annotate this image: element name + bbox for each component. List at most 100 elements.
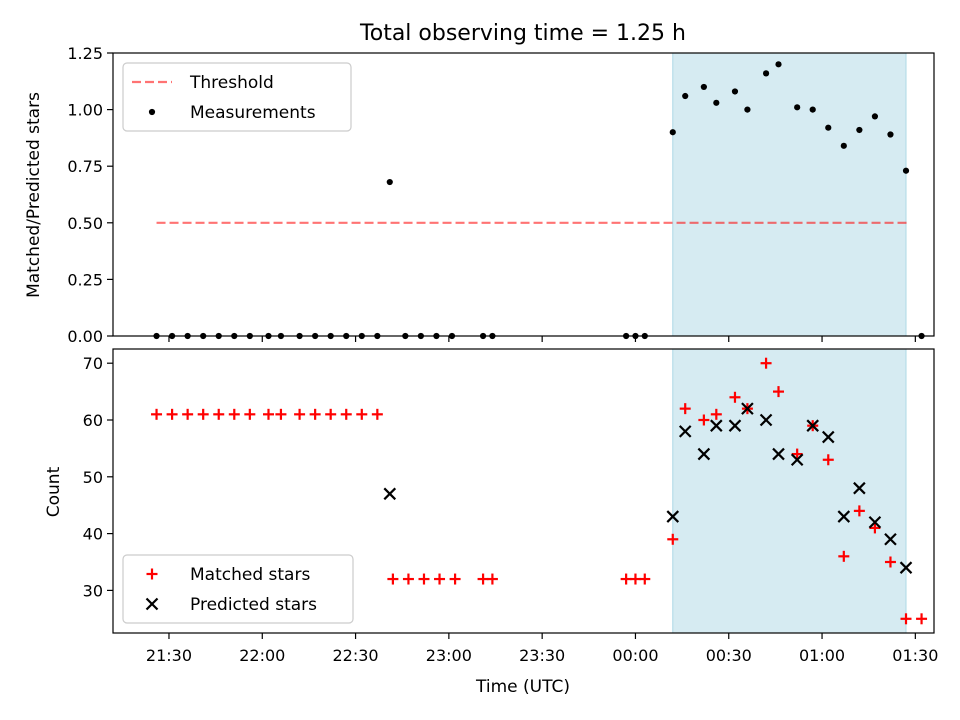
- count-y-axis-label: Count: [44, 466, 64, 517]
- matched-stars-point: [869, 522, 881, 534]
- matched-stars-point: [309, 408, 321, 420]
- count-y-tick-label: 40: [83, 525, 103, 544]
- count-axes-frame: [112, 348, 935, 634]
- matched-stars-point: [822, 454, 834, 466]
- matched-stars-point: [710, 408, 722, 420]
- predicted-stars-point: [678, 425, 692, 438]
- matched-stars-point: [434, 573, 446, 585]
- measurements-point: [762, 70, 770, 77]
- ratio-y-tick-label: 0.50: [67, 214, 103, 233]
- measurements-point: [856, 126, 863, 134]
- count-markers: [151, 357, 960, 625]
- chart-title: Total observing time = 1.25 h: [359, 21, 686, 46]
- ratio-legend: Threshold Measurements: [122, 62, 352, 132]
- matched-stars-point: [340, 408, 352, 420]
- matched-stars-point: [620, 573, 632, 585]
- count-y-tick-label: 60: [83, 411, 103, 430]
- x-tick-label: 00:00: [612, 646, 658, 665]
- matched-stars-point: [698, 414, 710, 426]
- measurements-point: [682, 92, 689, 100]
- x-tick-label: 01:30: [892, 646, 938, 665]
- x-tick-label: 22:00: [239, 646, 285, 665]
- measurements-point: [902, 167, 910, 174]
- matched-stars-point: [935, 613, 946, 624]
- matched-stars-point: [729, 391, 741, 403]
- predicted-stars-point: [837, 510, 851, 523]
- threshold-legend-label: Threshold: [189, 73, 274, 93]
- measurements-point: [731, 88, 739, 95]
- matched-stars-point: [371, 408, 383, 420]
- matched-stars-point: [884, 556, 896, 568]
- matched-stars-point: [275, 408, 287, 420]
- predicted-stars-point: [899, 561, 913, 574]
- matched-stars-point: [294, 408, 306, 420]
- measurements-point: [669, 129, 676, 136]
- x-tick-label: 21:30: [146, 646, 192, 665]
- matched-stars-point: [356, 408, 368, 420]
- x-tick-label: 01:00: [799, 646, 845, 665]
- matched-stars-point: [213, 408, 225, 420]
- matched-stars-point: [953, 613, 960, 624]
- measurements-point: [825, 124, 832, 131]
- measurements-point: [700, 83, 707, 91]
- measurements-point: [887, 131, 894, 138]
- matched-stars-point: [151, 408, 163, 420]
- matched-stars-point: [900, 613, 912, 625]
- ratio-y-tick-label: 0.00: [67, 327, 103, 346]
- ratio-y-tick-label: 0.25: [67, 270, 103, 289]
- predicted-stars-point: [710, 419, 723, 432]
- matched-stars-point: [477, 573, 489, 585]
- measurements-point: [956, 333, 960, 339]
- measurements-point: [871, 113, 879, 120]
- x-tick-label: 23:30: [519, 646, 565, 665]
- matched-stars-point: [182, 408, 194, 420]
- matched-stars-legend-handle: [146, 568, 158, 580]
- predicted-stars-point: [728, 419, 742, 432]
- measurements-point: [744, 106, 751, 113]
- matched-stars-legend-label: Matched stars: [190, 565, 310, 585]
- predicted-stars-legend-label: Predicted stars: [190, 595, 317, 615]
- predicted-stars-point: [741, 402, 754, 415]
- predicted-stars-point: [884, 533, 897, 546]
- matched-stars-point: [486, 573, 498, 585]
- predicted-stars-point: [821, 430, 835, 444]
- count-y-tick-label: 70: [83, 354, 103, 373]
- count-y-tick-label: 30: [83, 581, 103, 600]
- x-axis-label: Time (UTC): [475, 677, 570, 697]
- ratio-panel: 0.00 0.25 0.50 0.75 1.00 1.25 Threshold Measure…: [67, 44, 960, 346]
- x-tick-label: 23:00: [426, 646, 472, 665]
- measurements-point: [809, 106, 816, 113]
- matched-stars-point: [449, 573, 461, 585]
- predicted-stars-point: [868, 515, 882, 529]
- ratio-y-axis-label: Matched/Predicted stars: [24, 92, 44, 298]
- matched-stars-point: [166, 408, 178, 420]
- matched-stars-point: [418, 573, 430, 585]
- measurements-point: [794, 104, 801, 111]
- matched-stars-point: [629, 573, 641, 585]
- count-highlight-span: [672, 348, 907, 634]
- matched-stars-point: [228, 408, 240, 420]
- matched-stars-point: [667, 533, 679, 545]
- ratio-y-tick-label: 1.25: [67, 44, 103, 63]
- predicted-stars-point: [772, 447, 785, 461]
- matched-stars-point: [791, 448, 803, 460]
- measurements-legend-label: Measurements: [190, 103, 316, 123]
- ratio-y-tick-label: 0.75: [67, 157, 103, 176]
- matched-stars-point: [639, 573, 651, 585]
- count-y-tick-label: 50: [83, 468, 103, 487]
- count-legend: Matched stars Predicted stars: [122, 554, 354, 624]
- matched-stars-point: [679, 403, 691, 415]
- matched-stars-point: [262, 408, 274, 420]
- matched-stars-point: [387, 573, 399, 585]
- ratio-highlight-span: [672, 52, 907, 337]
- matched-stars-point: [838, 550, 850, 562]
- matched-stars-point: [402, 573, 414, 585]
- x-tick-label: 00:30: [706, 646, 752, 665]
- x-tick-label: 22:30: [333, 646, 379, 665]
- measurements-point: [386, 178, 393, 186]
- matched-stars-point: [325, 408, 337, 420]
- count-panel: 30 40 50 60 70 21:30 22:00 22:30 23:00 23:30 00:00…: [83, 348, 960, 665]
- predicted-stars-legend-handle: [145, 597, 159, 611]
- predicted-stars-point: [759, 413, 773, 427]
- predicted-stars-point: [666, 510, 680, 523]
